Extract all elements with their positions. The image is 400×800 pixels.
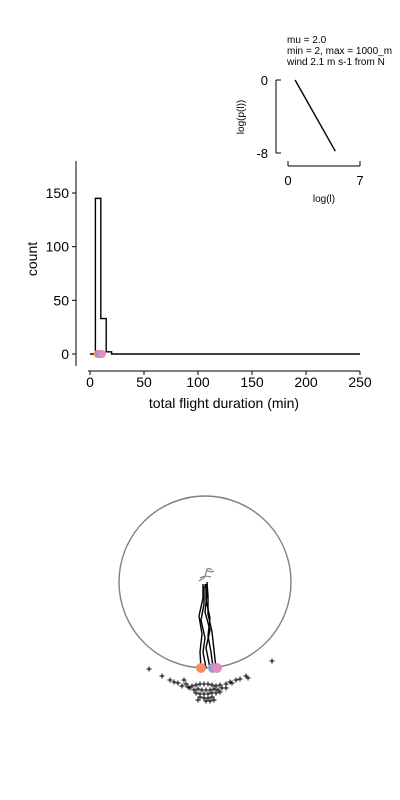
hist-y-tick-label: 150 <box>46 185 70 201</box>
endpoint-cross <box>223 685 229 691</box>
endpoint-cross <box>233 677 239 683</box>
endpoint-cross <box>207 687 213 693</box>
endpoint-cross <box>211 686 217 692</box>
hist-x-tick-label: 0 <box>86 374 94 390</box>
source-wisps <box>198 568 215 582</box>
hist-x-tick-label: 250 <box>348 374 372 390</box>
walker-track <box>198 584 204 669</box>
endpoint-cross <box>269 658 275 664</box>
inset-annotation-wind: wind 2.1 m s-1 from N <box>286 57 385 68</box>
hist-y-label: count <box>24 242 40 276</box>
duration-marker <box>97 350 106 358</box>
inset-annotation-range: min = 2, max = 1000_m <box>287 46 392 57</box>
endpoint-cross <box>159 673 165 679</box>
hist-x-tick-label: 50 <box>136 374 152 390</box>
inset-y-tick-label: -8 <box>256 146 268 161</box>
endpoint-cross <box>217 689 223 695</box>
endpoint-cross <box>207 698 213 704</box>
endpoint-cross <box>193 682 199 688</box>
hist-y-tick-label: 100 <box>46 239 70 255</box>
endpoint-cross <box>209 682 215 688</box>
endpoint-cross <box>209 694 215 700</box>
hist-x-tick-label: 200 <box>294 374 318 390</box>
endpoint-cross <box>245 675 251 681</box>
endpoint-cross <box>197 694 203 700</box>
hist-x-label: total flight duration (min) <box>149 395 299 411</box>
hist-y-tick-label: 50 <box>53 292 69 308</box>
endpoint-cross <box>175 680 181 686</box>
endpoint-cross <box>213 690 219 696</box>
endpoint-cross <box>193 690 199 696</box>
walker-track <box>200 586 207 669</box>
hist-x-ticks: 0 50 100 150 200 250 <box>86 371 372 390</box>
walker-track <box>204 583 211 669</box>
endpoint-cross <box>205 695 211 701</box>
endpoint-cross <box>205 681 211 687</box>
endpoint-cross <box>195 697 201 703</box>
endpoint-cross <box>237 676 243 682</box>
endpoint-cross <box>179 683 185 689</box>
inset-x-tick-label: 7 <box>356 173 363 188</box>
endpoint-cross <box>146 666 152 672</box>
histogram: 0 50 100 150 0 50 100 150 200 250 total flight d… <box>24 161 372 411</box>
endpoint-cross <box>217 682 223 688</box>
hist-x-tick-label: 150 <box>240 374 264 390</box>
hist-y-tick-label: 0 <box>61 346 69 362</box>
inset-y-label: log(p(l)) <box>236 100 247 134</box>
inset-x-label: log(l) <box>313 194 335 205</box>
trajectory-plot <box>118 495 292 704</box>
endpoint-cross <box>195 686 201 692</box>
endpoint-cross <box>183 681 189 687</box>
endpoint-cross <box>167 677 173 683</box>
endpoint-cross <box>181 677 187 683</box>
start-markers <box>196 663 222 673</box>
inset-series-line <box>294 79 336 152</box>
endpoint-crosses <box>146 658 275 704</box>
endpoint-cross <box>227 679 233 685</box>
walker-track <box>206 581 217 669</box>
inset-y-ticks: 0 -8 <box>256 73 281 161</box>
hist-y-ticks: 0 50 100 150 <box>46 185 76 362</box>
endpoint-cross <box>213 683 219 689</box>
histogram-markers <box>93 350 106 358</box>
histogram-step-line <box>90 197 360 355</box>
inset-annotation-mu: mu = 2.0 <box>287 35 327 46</box>
endpoint-cross <box>171 679 177 685</box>
endpoint-cross <box>191 687 197 693</box>
walker-tracks <box>198 581 217 669</box>
endpoint-cross <box>211 697 217 703</box>
endpoint-cross <box>185 684 191 690</box>
inset-x-tick-label: 0 <box>284 173 291 188</box>
start-marker <box>212 663 222 673</box>
inset-plot: mu = 2.0 min = 2, max = 1000_m wind 2.1 … <box>236 35 392 205</box>
hist-x-tick-label: 100 <box>186 374 210 390</box>
inset-y-tick-label: 0 <box>261 73 268 88</box>
start-marker <box>196 663 206 673</box>
